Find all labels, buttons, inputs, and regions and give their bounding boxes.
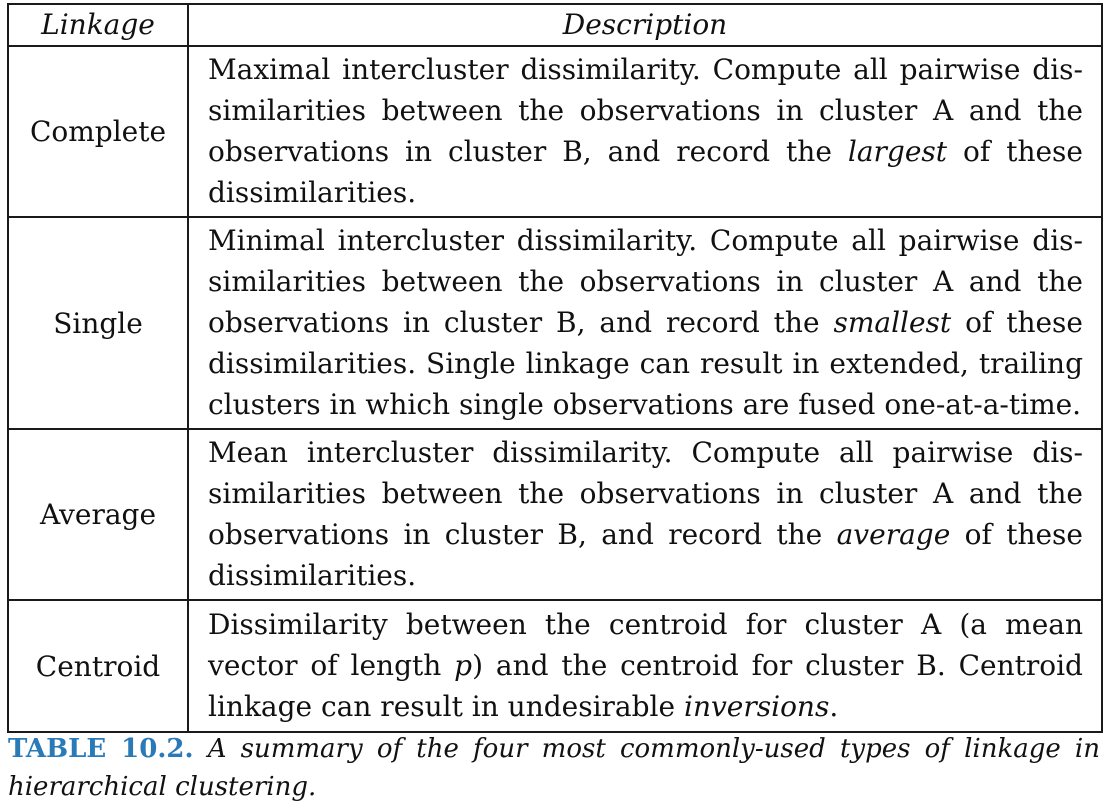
description-text: of these dissimilarities. — [208, 518, 1083, 592]
linkage-name-complete: Complete — [7, 45, 189, 218]
header-description: Description — [187, 3, 1103, 47]
description-emphasis: average — [836, 518, 951, 551]
linkage-description-centroid: Dissimilarity between the centroid for c… — [187, 599, 1103, 733]
table-row: Average Mean intercluster dissimilarity.… — [7, 428, 1103, 601]
linkage-name-centroid: Centroid — [7, 599, 189, 733]
description-emphasis: largest — [847, 135, 948, 168]
description-text: Minimal intercluster dissimilarity. Comp… — [208, 224, 1083, 339]
description-emphasis: smallest — [833, 306, 952, 339]
linkage-description-average: Mean intercluster dissimilarity. Compute… — [187, 428, 1103, 601]
description-text: of these dissimilarities. Single linkage… — [208, 306, 1083, 421]
table-row: Centroid Dissimilarity between the centr… — [7, 599, 1103, 733]
linkage-name-average: Average — [7, 428, 189, 601]
description-text: ) and the centroid for cluster B. Centro… — [208, 649, 1083, 723]
description-text: Mean intercluster dissimilarity. Compute… — [208, 436, 1083, 551]
description-text: of these dissimilarities. — [208, 135, 1083, 209]
description-emphasis: p — [454, 649, 473, 682]
description-emphasis: inversions — [683, 690, 830, 723]
linkage-name-single: Single — [7, 216, 189, 430]
caption-text: A summary of the four most commonly-used… — [8, 734, 1100, 802]
description-text: . — [829, 690, 839, 723]
linkage-description-complete: Maximal intercluster dissimilarity. Comp… — [187, 45, 1103, 218]
table-header-row: Linkage Description — [7, 3, 1103, 47]
table-caption: TABLE 10.2. A summary of the four most c… — [8, 730, 1100, 806]
table-row: Complete Maximal intercluster dissimilar… — [7, 45, 1103, 218]
header-linkage: Linkage — [7, 3, 189, 47]
description-text: Dissimilarity between the centroid for c… — [208, 608, 1083, 682]
linkage-table: Linkage Description Complete Maximal int… — [7, 3, 1103, 733]
description-text: Maximal intercluster dissimilarity. Comp… — [208, 53, 1083, 168]
caption-label: TABLE 10.2. — [8, 734, 194, 764]
table-row: Single Minimal intercluster dissimilarit… — [7, 216, 1103, 430]
linkage-description-single: Minimal intercluster dissimilarity. Comp… — [187, 216, 1103, 430]
